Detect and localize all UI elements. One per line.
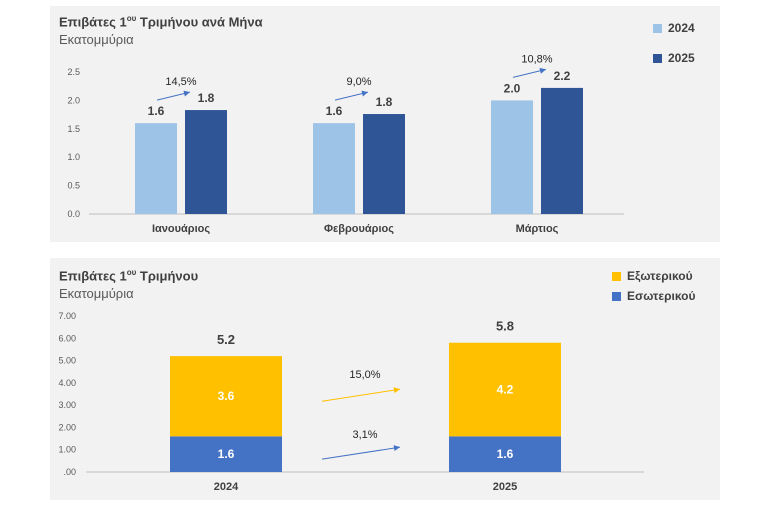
growth-arrow-foreign-line: [321, 388, 401, 402]
y-tick-label: 6.00: [58, 333, 76, 343]
growth-arrow-domestic-head: [393, 445, 400, 452]
y-tick-label: 2.00: [58, 422, 76, 432]
legend-item-domestic: Εσωτερικού: [612, 286, 695, 306]
total-label-1: 5.8: [496, 319, 514, 334]
growth-label-0: 14,5%: [165, 76, 196, 88]
data-label-2024-2: 2.0: [504, 81, 521, 95]
stack-Εξωτερικού-0: [170, 356, 282, 437]
bar-2024-2: [491, 100, 533, 214]
legend-label-foreign: Εξωτερικού: [627, 269, 693, 283]
growth-arrow-foreign-head: [393, 387, 400, 394]
stack-label-Εσωτερικού-1: 1.6: [497, 447, 514, 461]
growth-arrow-1-head: [361, 90, 368, 97]
monthly-chart-title: Επιβάτες 1ου Τριμήνου ανά Μήνα: [59, 14, 263, 30]
legend-swatch-2025: [653, 53, 662, 63]
x-category-label: Ιανουάριος: [152, 223, 210, 235]
y-tick-label: 0.0: [67, 209, 80, 219]
stack-Εξωτερικού-1: [449, 342, 561, 437]
legend-label-domestic: Εσωτερικού: [627, 289, 696, 303]
legend-swatch-foreign: [612, 271, 621, 281]
x-category-label: Μάρτιος: [516, 223, 559, 235]
stack-label-Εσωτερικού-0: 1.6: [218, 447, 235, 461]
data-label-2025-0: 1.8: [198, 91, 215, 105]
stack-Εσωτερικού-0: [170, 436, 282, 472]
growth-arrow-0-head: [183, 90, 190, 97]
growth-label-1: 9,0%: [346, 76, 371, 88]
y-tick-label: 5.00: [58, 356, 76, 366]
data-label-2025-1: 1.8: [376, 95, 393, 109]
growth-arrow-2-head: [539, 67, 546, 74]
growth-label-foreign: 15,0%: [349, 369, 380, 381]
bar-2025-0: [185, 110, 227, 214]
bar-2024-1: [313, 123, 355, 214]
quarter-chart-subtitle: Εκατομμύρια: [59, 286, 134, 301]
data-label-2024-1: 1.6: [326, 104, 343, 118]
monthly-chart-panel: Επιβάτες 1ου Τριμήνου ανά Μήνα Εκατομμύρ…: [50, 6, 720, 242]
total-label-0: 5.2: [217, 332, 235, 347]
growth-arrow-domestic-line: [321, 446, 401, 460]
y-tick-label: 7.00: [58, 311, 76, 321]
legend-swatch-2024: [653, 23, 662, 33]
data-label-2025-2: 2.2: [554, 69, 571, 83]
quarter-chart-panel: Επιβάτες 1ου Τριμήνου Εκατομμύρια .00 1.0…: [50, 258, 720, 500]
x-category-label: 2024: [214, 481, 239, 493]
y-tick-label: 1.0: [67, 152, 80, 162]
monthly-chart-svg: 0.00.51.01.52.02.51.61.8Ιανουάριος14,5%1…: [67, 53, 624, 235]
monthly-chart-legend: 2024 2025: [653, 18, 695, 68]
quarter-chart-title: Επιβάτες 1ου Τριμήνου: [59, 268, 199, 284]
legend-item-2025: 2025: [653, 48, 695, 68]
quarter-chart-svg: .00 1.00 2.00 3.00 4.00 5.00 6.00 7.00 1.6 3.6 5.2…: [58, 311, 644, 493]
x-category-label: 2025: [493, 481, 517, 493]
growth-label-domestic: 3,1%: [352, 429, 377, 441]
legend-label-2025: 2025: [668, 51, 695, 65]
y-tick-label: 3.00: [58, 400, 76, 410]
y-tick-label: 1.5: [67, 124, 80, 134]
y-tick-label: 2.5: [67, 67, 80, 77]
stack-label-Εξωτερικού-1: 4.2: [497, 383, 514, 397]
bar-2025-1: [363, 114, 405, 214]
stack-label-Εξωτερικού-0: 3.6: [218, 389, 235, 403]
stack-Εσωτερικού-1: [449, 436, 561, 472]
legend-item-2024: 2024: [653, 18, 695, 38]
y-tick-label: 1.00: [58, 445, 76, 455]
bar-2025-2: [541, 87, 583, 214]
bar-2024-0: [135, 123, 177, 214]
x-category-label: Φεβρουάριος: [324, 223, 394, 235]
y-tick-label: 2.0: [67, 95, 80, 105]
legend-item-foreign: Εξωτερικού: [612, 266, 695, 286]
legend-swatch-domestic: [612, 291, 621, 301]
y-tick-label: 0.5: [67, 181, 80, 191]
legend-label-2024: 2024: [668, 21, 695, 35]
y-tick-label: .00: [63, 467, 76, 477]
data-label-2024-0: 1.6: [148, 104, 165, 118]
quarter-chart-legend: Εξωτερικού Εσωτερικού: [612, 266, 695, 306]
monthly-chart-subtitle: Εκατομμύρια: [59, 32, 134, 47]
y-tick-label: 4.00: [58, 378, 76, 388]
growth-label-2: 10,8%: [521, 53, 552, 65]
